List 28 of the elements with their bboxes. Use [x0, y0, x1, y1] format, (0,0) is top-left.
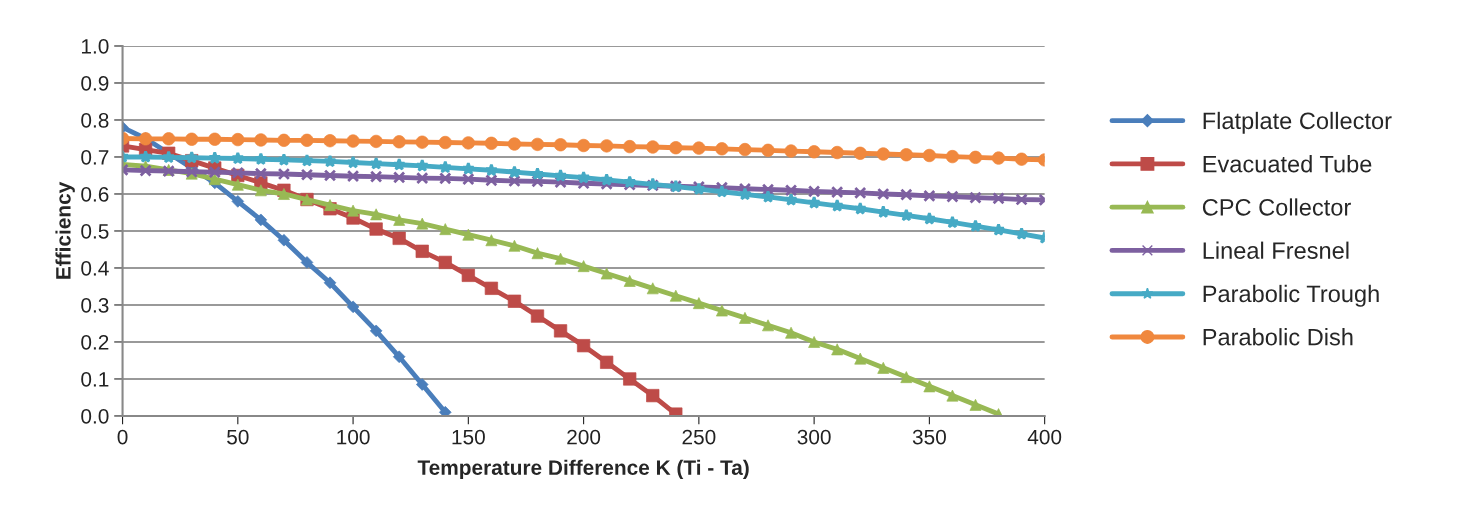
legend-label: CPC Collector	[1202, 198, 1351, 216]
x-tick-label: 350	[912, 429, 946, 445]
y-tick-label: 0.1	[81, 371, 109, 387]
legend-label: Lineal Fresnel	[1203, 241, 1349, 259]
legend-label: Evacuated Tube	[1203, 155, 1372, 173]
x-tick-label: 400	[1027, 429, 1062, 445]
y-tick-label: 0.0	[81, 408, 109, 424]
x-axis-title: Temperature Difference K (Ti - Ta)	[417, 459, 749, 480]
y-tick-label: 0.2	[81, 334, 109, 350]
x-tick-label: 50	[227, 429, 249, 445]
legend-label: Parabolic Trough	[1203, 284, 1379, 307]
y-tick-label: 0.6	[81, 186, 109, 202]
y-tick-label: 1.0	[81, 38, 109, 54]
y-tick-label: 0.3	[81, 297, 109, 313]
y-tick-label: 0.5	[81, 223, 109, 239]
y-tick-label: 0.4	[81, 260, 109, 276]
y-tick-label: 0.7	[81, 149, 109, 165]
y-axis-title: Efficiency	[55, 181, 75, 279]
x-tick-label: 100	[337, 429, 370, 445]
x-tick-label: 300	[797, 429, 831, 445]
x-tick-label: 250	[682, 429, 716, 445]
legend-label: Flatplate Collector	[1203, 111, 1392, 134]
x-tick-label: 200	[567, 429, 601, 445]
y-tick-label: 0.9	[81, 75, 109, 91]
x-tick-label: 0	[117, 429, 128, 445]
x-tick-label: 150	[452, 429, 485, 445]
legend-label: Parabolic Dish	[1203, 328, 1353, 346]
y-tick-label: 0.8	[81, 112, 109, 128]
